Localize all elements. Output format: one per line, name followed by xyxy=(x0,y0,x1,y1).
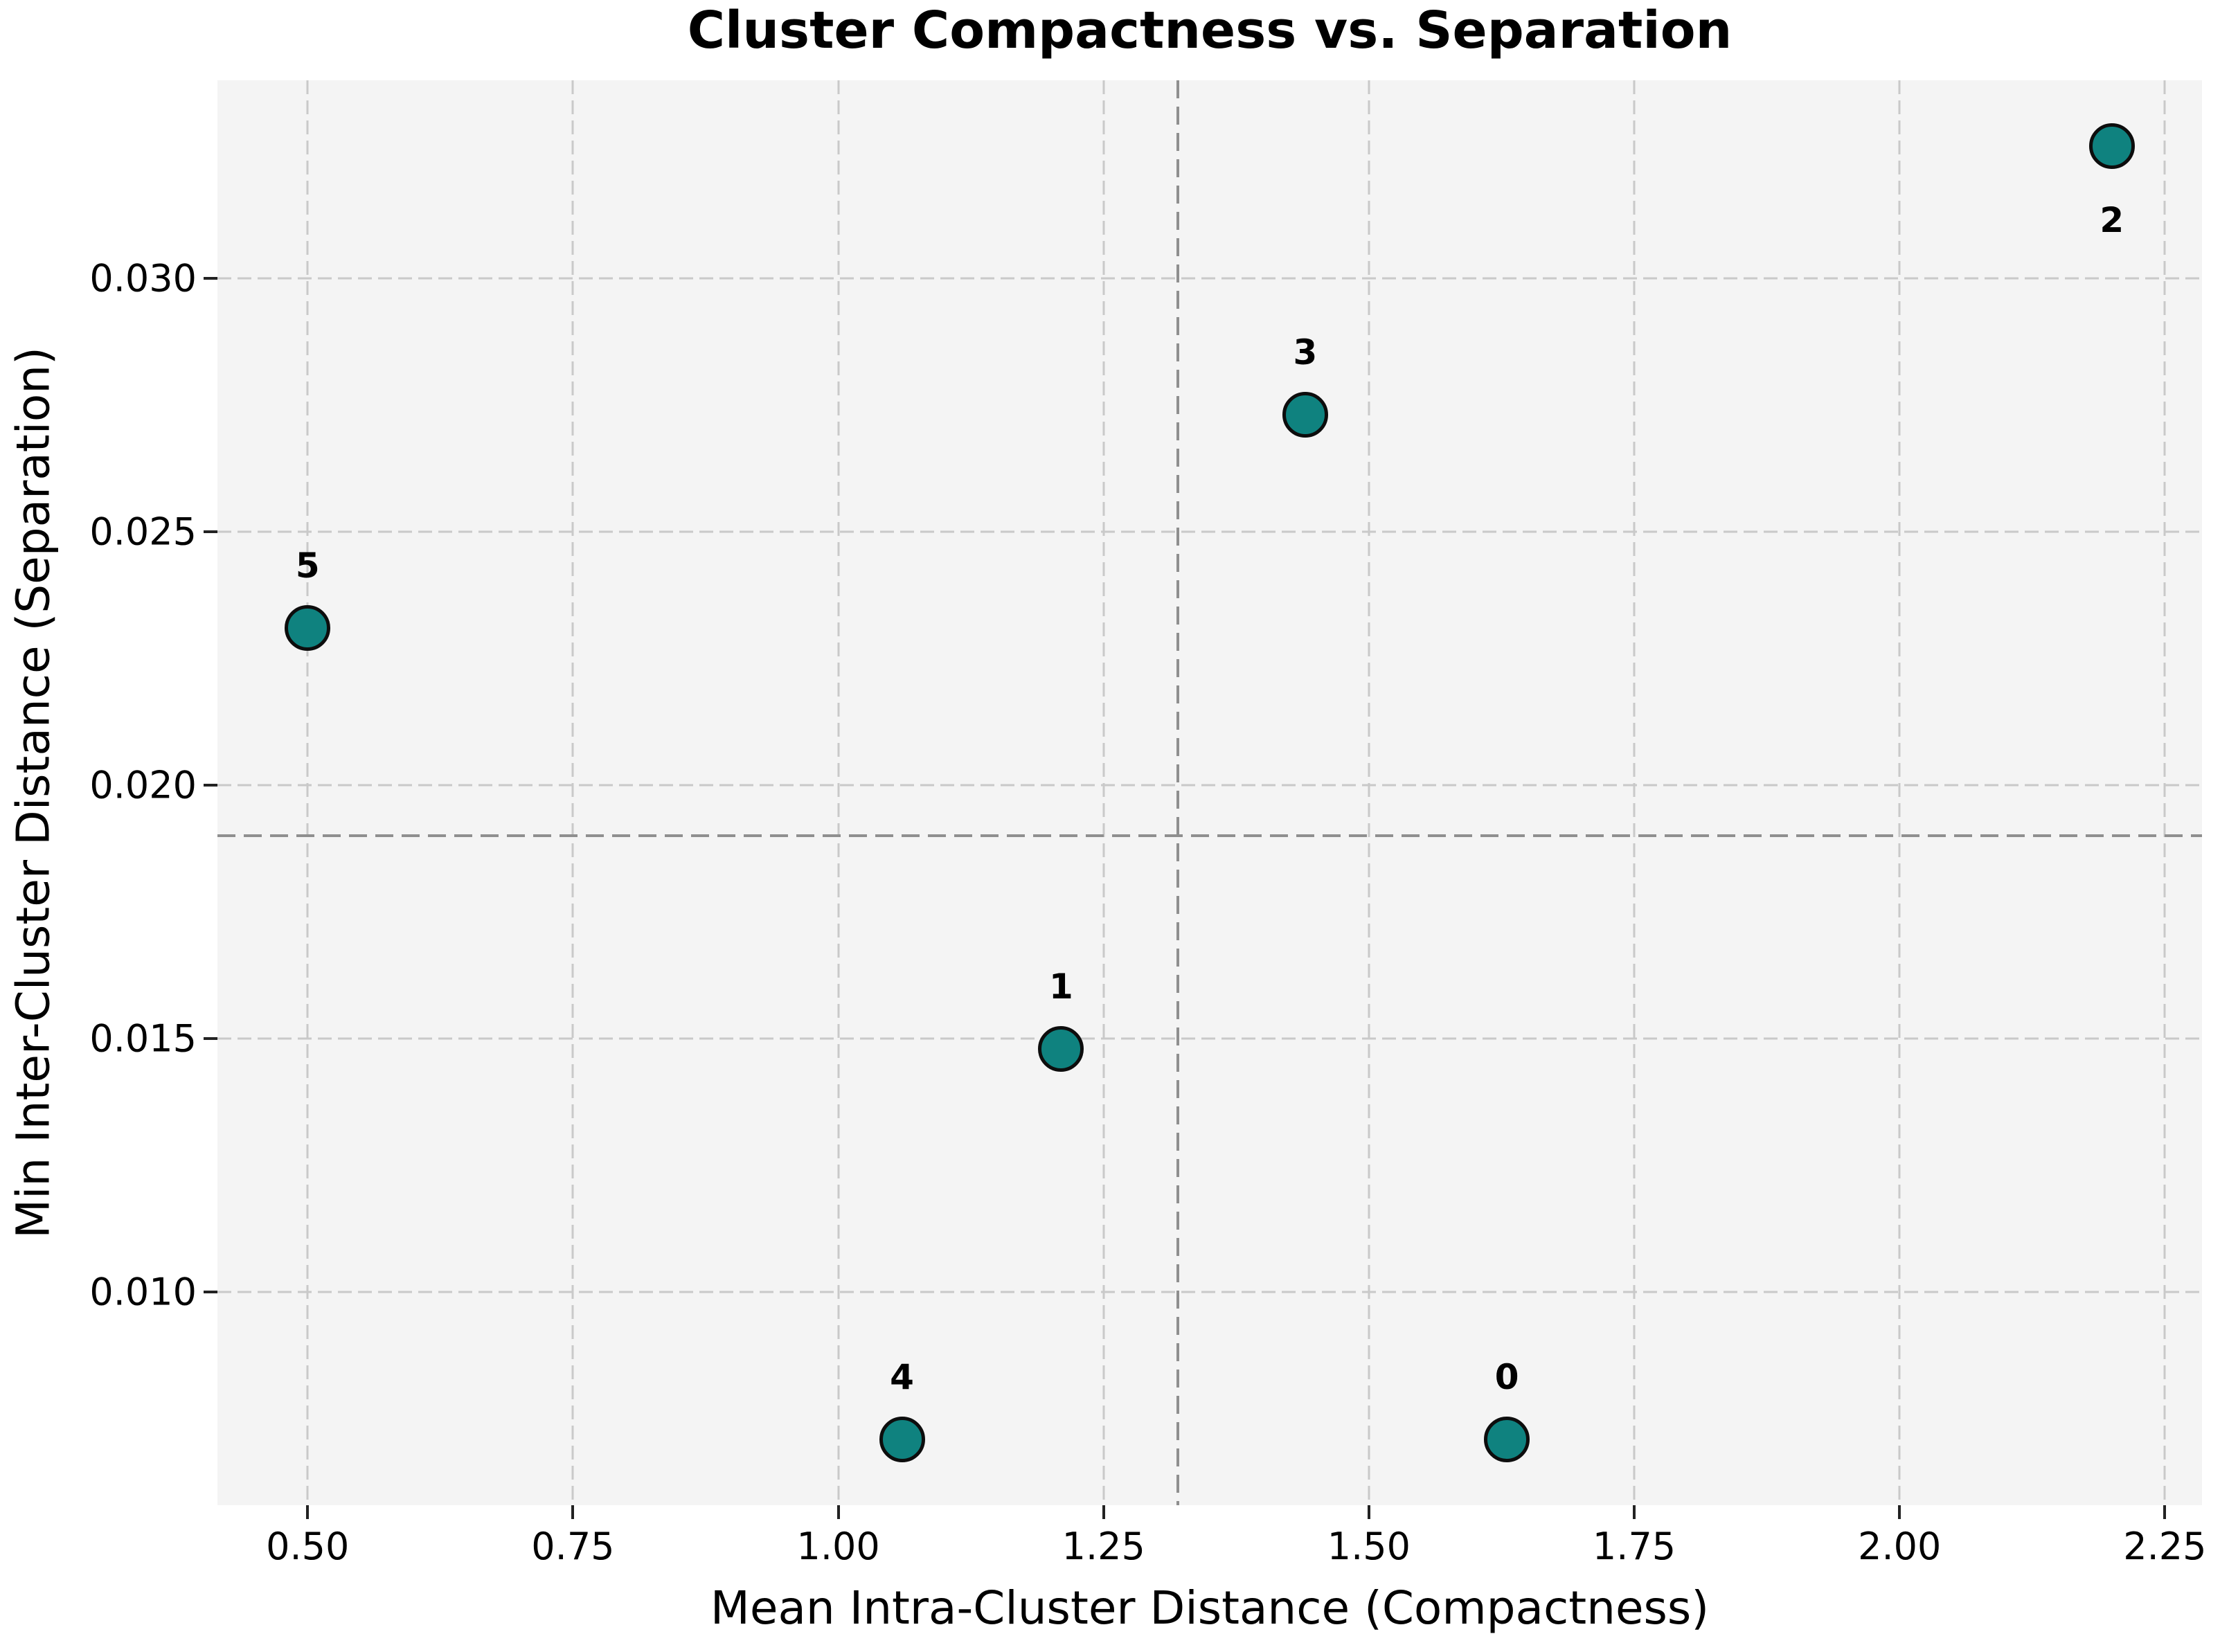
x-axis-label: Mean Intra-Cluster Distance (Compactness… xyxy=(710,1581,1710,1635)
x-gridline xyxy=(571,80,574,1505)
point-label: 5 xyxy=(295,545,320,586)
y-tick xyxy=(204,1037,217,1041)
x-tick-label: 0.75 xyxy=(531,1525,615,1568)
y-gridline xyxy=(217,277,2202,280)
x-tick-label: 2.25 xyxy=(2123,1525,2207,1568)
data-point xyxy=(285,604,331,651)
x-tick xyxy=(836,1505,840,1519)
x-tick xyxy=(1367,1505,1370,1519)
data-point xyxy=(1038,1025,1084,1072)
x-gridline xyxy=(1102,80,1105,1505)
data-point xyxy=(1484,1416,1530,1462)
plot-area: 0 1 2 3 4 5 xyxy=(217,80,2202,1505)
data-point xyxy=(2088,123,2135,170)
point-label: 3 xyxy=(1293,332,1318,373)
x-tick-label: 0.50 xyxy=(266,1525,350,1568)
y-tick xyxy=(204,784,217,787)
y-tick-label: 0.010 xyxy=(89,1270,197,1314)
x-tick xyxy=(306,1505,310,1519)
x-tick xyxy=(1898,1505,1901,1519)
x-gridline xyxy=(1368,80,1370,1505)
y-tick xyxy=(204,1291,217,1294)
y-gridline xyxy=(217,784,2202,787)
x-tick-label: 1.00 xyxy=(796,1525,880,1568)
point-label: 1 xyxy=(1049,966,1073,1007)
y-tick xyxy=(204,276,217,280)
x-tick xyxy=(571,1505,575,1519)
x-gridline xyxy=(1898,80,1901,1505)
x-gridline xyxy=(1633,80,1636,1505)
y-tick-label: 0.030 xyxy=(89,256,197,300)
x-tick-label: 1.75 xyxy=(1592,1525,1676,1568)
x-gridline xyxy=(2163,80,2166,1505)
x-tick-label: 1.50 xyxy=(1327,1525,1411,1568)
x-gridline xyxy=(837,80,840,1505)
y-tick-label: 0.020 xyxy=(89,763,197,807)
data-point xyxy=(879,1416,925,1462)
point-label: 2 xyxy=(2100,200,2124,241)
point-label: 4 xyxy=(890,1356,914,1397)
y-gridline xyxy=(217,1037,2202,1040)
point-label: 0 xyxy=(1494,1356,1519,1397)
x-tick xyxy=(1102,1505,1105,1519)
reference-line-vertical xyxy=(1176,80,1180,1505)
data-point xyxy=(1282,392,1328,438)
x-gridline xyxy=(306,80,309,1505)
x-tick-label: 2.00 xyxy=(1858,1525,1942,1568)
x-tick-label: 1.25 xyxy=(1062,1525,1145,1568)
y-tick-label: 0.015 xyxy=(89,1016,197,1061)
y-tick xyxy=(204,530,217,533)
y-gridline xyxy=(217,1291,2202,1293)
x-tick xyxy=(1633,1505,1636,1519)
reference-line-horizontal xyxy=(217,834,2202,838)
x-tick xyxy=(2163,1505,2167,1519)
y-gridline xyxy=(217,530,2202,533)
y-tick-label: 0.025 xyxy=(89,510,197,554)
chart-title: Cluster Compactness vs. Separation xyxy=(687,1,1733,60)
